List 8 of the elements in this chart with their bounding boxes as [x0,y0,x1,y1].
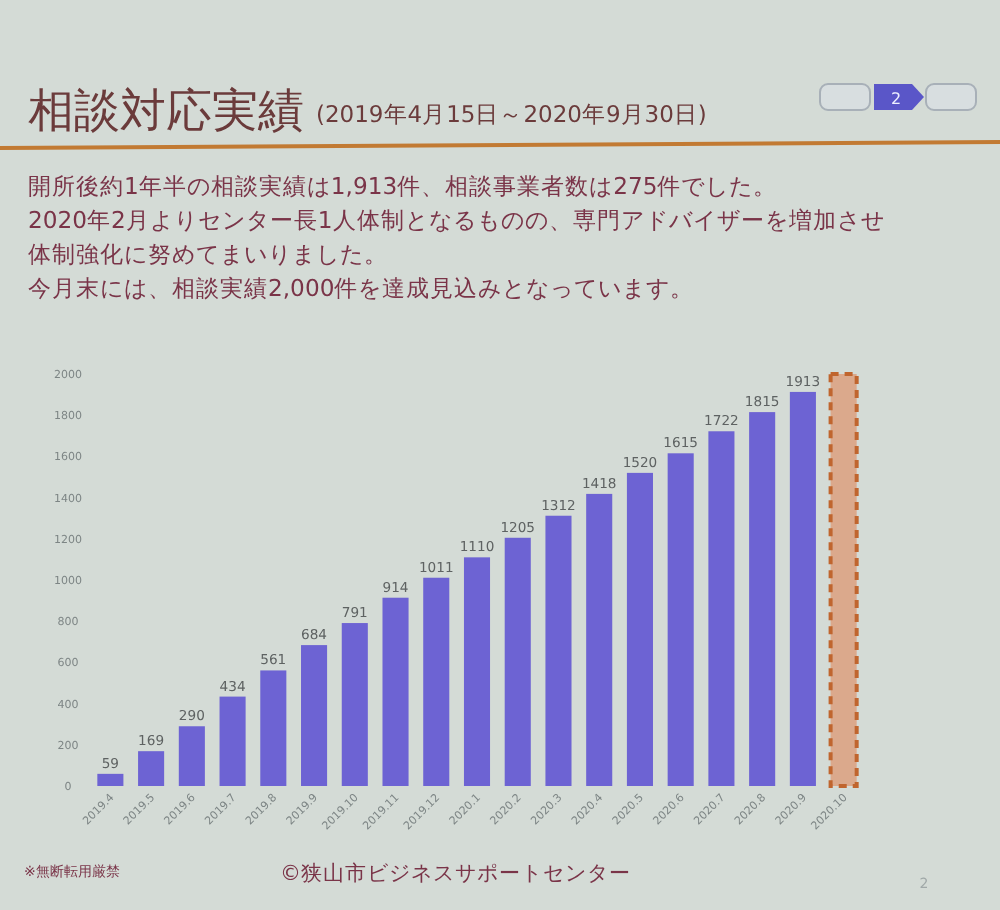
annotation: 今月末には、相談実績2,000件を達成見込みとなっています。 [28,274,695,302]
annotation: 開所後約1年半の相談実績は1,913件、相談事業者数は275件でした。 [28,172,778,200]
annotation: 2 [890,90,902,108]
title: 相談対応実績 [28,86,304,138]
annotation: 体制強化に努めてまいりました。 [28,240,388,268]
subtitle: (2019年4月15日～2020年9月30日) [316,100,707,128]
annotation: ©狭山市ビジネスサポートセンター [280,862,631,886]
annotation: 2020年2月よりセンター長1人体制となるものの、専門アドバイザーを増加させ [28,206,885,234]
